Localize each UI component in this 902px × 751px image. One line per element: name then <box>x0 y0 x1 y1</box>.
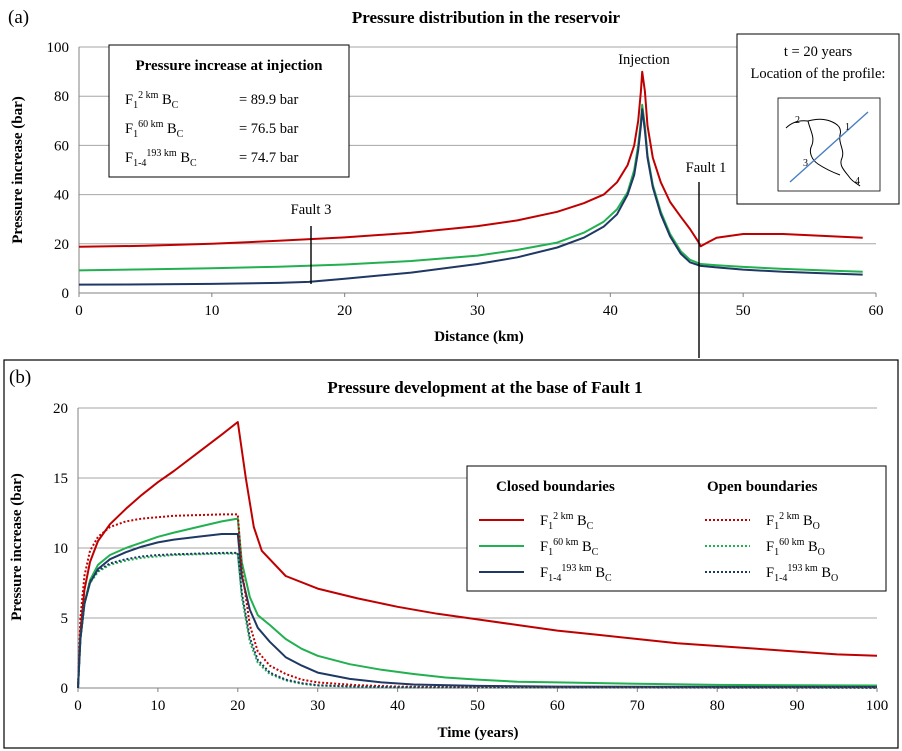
panel-a-ticks: 0 20 40 60 80 100 0 10 20 30 40 50 60 <box>47 40 884 319</box>
panel-b-frame <box>3 359 899 749</box>
x-tick-label: 100 <box>866 698 889 714</box>
panel-a-xlabel: Distance (km) <box>434 329 524 345</box>
fault-num-1: 1 <box>845 122 850 133</box>
x-tick-label: 20 <box>337 303 352 319</box>
x-tick-label: 40 <box>390 698 405 714</box>
panel-b-title: Pressure development at the base of Faul… <box>327 378 642 397</box>
fault-3-trace <box>807 120 841 176</box>
x-tick-label: 10 <box>204 303 219 319</box>
y-tick-label: 80 <box>54 89 69 105</box>
panel-b-series <box>77 421 878 689</box>
panel-b-xlabel: Time (years) <box>438 725 519 741</box>
y-tick-label: 40 <box>54 188 69 204</box>
injection-box-frame <box>108 44 350 178</box>
panel-b: (b) Pressure development at the base of … <box>9 367 888 741</box>
x-tick-label: 70 <box>630 698 645 714</box>
x-tick-label: 20 <box>230 698 245 714</box>
y-tick-label: 15 <box>53 471 68 487</box>
injection-row-3-value: = 74.7 bar <box>239 150 298 166</box>
panel-b-ylabel: Pressure increase (bar) <box>9 473 25 620</box>
panel-a: (a) Pressure distribution in the reservo… <box>8 7 900 358</box>
panel-a-series <box>78 70 863 286</box>
inset-time-label: t = 20 years <box>784 44 853 60</box>
injection-box-title: Pressure increase at injection <box>135 58 323 74</box>
fault-num-4: 4 <box>855 176 860 187</box>
x-tick-label: 30 <box>470 303 485 319</box>
profile-map-frame <box>777 97 881 192</box>
legend-closed-heading: Closed boundaries <box>496 479 615 495</box>
x-tick-label: 30 <box>310 698 325 714</box>
fault3-label: Fault 3 <box>291 202 332 218</box>
panel-a-ylabel: Pressure increase (bar) <box>10 96 26 243</box>
injection-row-2-value: = 76.5 bar <box>239 121 298 137</box>
legend-frame <box>466 465 887 592</box>
series-line-f1-2km-bc <box>78 70 863 248</box>
x-tick-label: 10 <box>150 698 165 714</box>
injection-pressure-box: Pressure increase at injection F12 km BC… <box>108 44 350 178</box>
fault-1-trace <box>807 118 861 187</box>
y-tick-label: 5 <box>61 611 69 627</box>
y-tick-label: 60 <box>54 138 69 154</box>
x-tick-label: 60 <box>869 303 884 319</box>
fault-num-3: 3 <box>803 158 808 169</box>
fault-num-2: 2 <box>795 115 800 126</box>
legend-open-heading: Open boundaries <box>707 479 818 495</box>
series-line-f1-60km-bc <box>77 517 878 689</box>
x-tick-label: 0 <box>74 698 82 714</box>
profile-line <box>789 111 869 183</box>
x-tick-label: 80 <box>710 698 725 714</box>
x-tick-label: 50 <box>736 303 751 319</box>
y-tick-label: 20 <box>53 401 68 417</box>
fault-2-trace <box>785 120 809 129</box>
location-inset: t = 20 years Location of the profile: 2 … <box>736 33 900 205</box>
y-tick-label: 0 <box>62 286 70 302</box>
series-line-f1-4-193km-bo <box>77 551 878 689</box>
panel-a-title: Pressure distribution in the reservoir <box>352 8 621 27</box>
fault-map-icon: 2 1 3 4 <box>785 111 869 187</box>
panel-a-label: (a) <box>8 7 29 28</box>
panel-b-ticks: 0 5 10 15 20 0 10 20 30 40 50 60 70 80 90 100 <box>53 401 888 714</box>
y-tick-label: 20 <box>54 237 69 253</box>
x-tick-label: 90 <box>790 698 805 714</box>
injection-label: Injection <box>618 52 670 68</box>
x-tick-label: 50 <box>470 698 485 714</box>
fault1-label: Fault 1 <box>686 160 727 176</box>
series-line-f1-2km-bc <box>77 421 878 689</box>
y-tick-label: 100 <box>47 40 70 56</box>
inset-location-label: Location of the profile: <box>751 66 886 82</box>
y-tick-label: 0 <box>61 681 69 697</box>
y-tick-label: 10 <box>53 541 68 557</box>
x-tick-label: 40 <box>603 303 618 319</box>
series-line-f1-4-193km-bc <box>78 108 863 286</box>
panel-b-label: (b) <box>9 367 31 388</box>
x-tick-label: 60 <box>550 698 565 714</box>
x-tick-label: 0 <box>75 303 83 319</box>
legend: Closed boundaries Open boundaries F12 km… <box>466 465 887 592</box>
injection-row-1-value: = 89.9 bar <box>239 92 298 108</box>
